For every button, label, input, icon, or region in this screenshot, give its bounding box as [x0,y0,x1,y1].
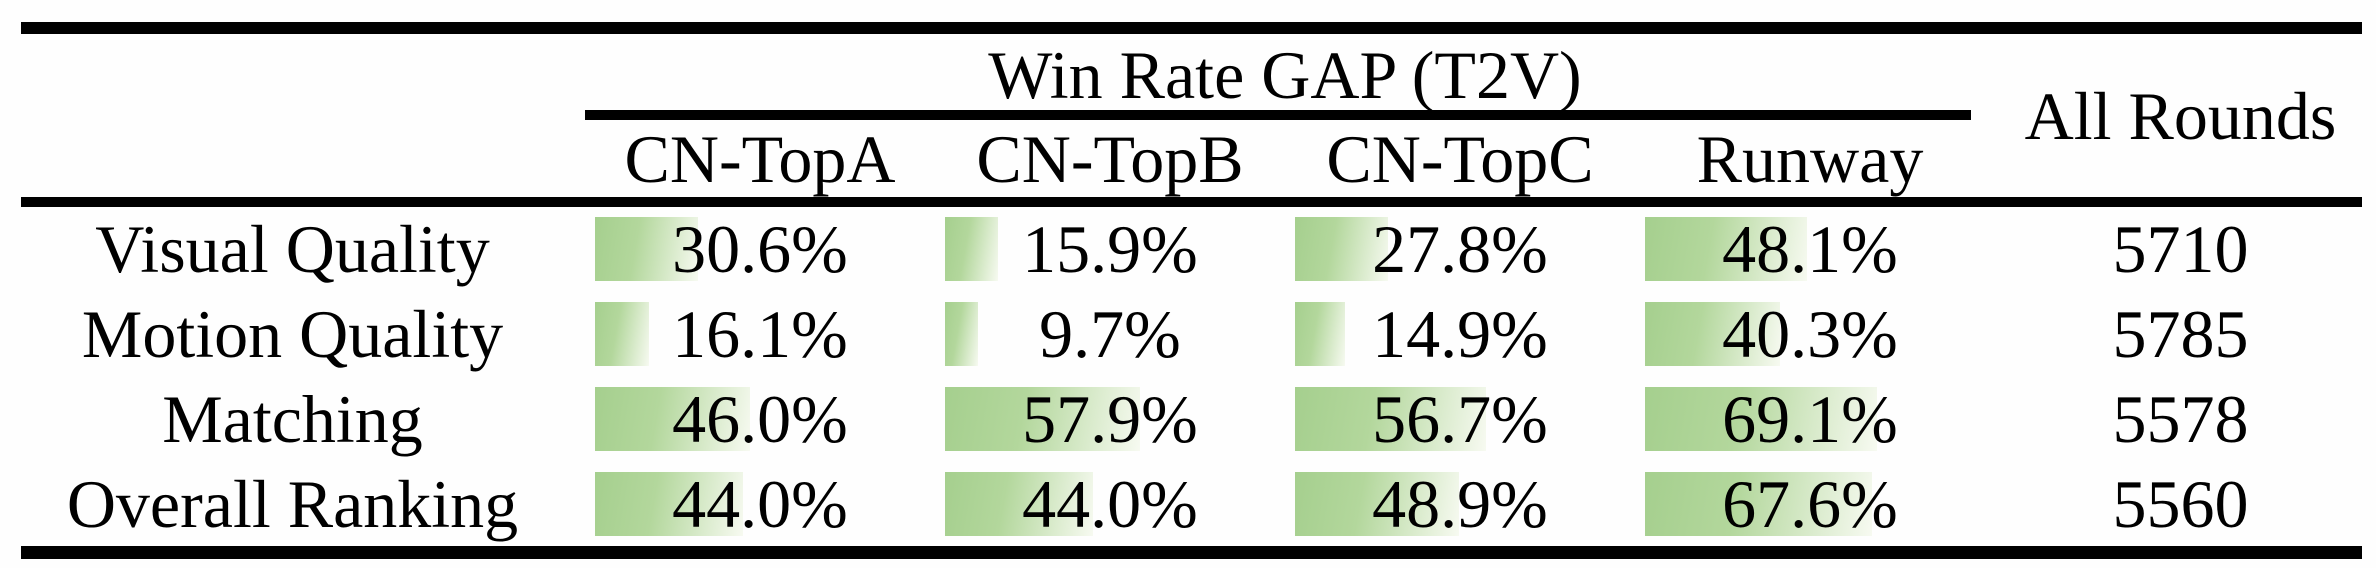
table-body: Visual Quality 30.6% 15.9% 27.8% 48.1% 5… [0,207,2376,546]
column-headers: CN-TopA CN-TopB CN-TopC Runway [585,120,1985,197]
win-rate-cell: 48.1% [1635,207,1985,292]
win-rate-value: 48.9% [1372,465,1548,542]
win-rate-bar [1645,471,1873,536]
win-rate-value: 14.9% [1372,296,1548,373]
win-rate-cell: 44.0% [585,461,935,546]
win-rate-bar [945,302,978,367]
all-rounds-value: 5710 [2112,211,2249,288]
all-rounds-value: 5785 [2112,296,2249,373]
win-rate-bar [945,217,999,282]
table-row: Overall Ranking 44.0% 44.0% 48.9% 67.6% … [0,461,2376,546]
win-rate-value: 30.6% [672,211,848,288]
win-rate-bar [595,386,750,451]
win-rate-value: 57.9% [1022,380,1198,457]
win-rate-cell: 67.6% [1635,461,1985,546]
column-header-all-rounds: All Rounds [2024,77,2337,154]
table-top-rule [21,22,2362,34]
all-rounds-value: 5578 [2112,380,2249,457]
win-rate-cell: 48.9% [1285,461,1635,546]
win-rate-value: 67.6% [1722,465,1898,542]
win-rate-bar [1295,302,1346,367]
win-rate-cell: 56.7% [1285,377,1635,462]
win-rate-value: 69.1% [1722,380,1898,457]
win-rate-bar [945,386,1140,451]
row-label: Visual Quality [95,211,490,288]
win-rate-bar [1295,471,1460,536]
win-rate-bar [595,471,743,536]
column-header-runway: Runway [1696,120,1924,197]
win-rate-cell: 30.6% [585,207,935,292]
header-label-spacer [0,34,585,197]
win-rate-bar [945,471,1093,536]
win-rate-value: 44.0% [672,465,848,542]
win-rate-cell: 14.9% [1285,292,1635,377]
win-rate-value: 9.7% [1039,296,1181,373]
table-row: Motion Quality 16.1% 9.7% 14.9% 40.3% 57… [0,292,2376,377]
table-row: Visual Quality 30.6% 15.9% 27.8% 48.1% 5… [0,207,2376,292]
win-rate-cell: 57.9% [935,377,1285,462]
win-rate-bar [1645,386,1878,451]
win-rate-cell: 44.0% [935,461,1285,546]
win-rate-cell: 9.7% [935,292,1285,377]
header-group: Win Rate GAP (T2V) CN-TopA CN-TopB CN-To… [585,34,1985,197]
win-rate-value: 27.8% [1372,211,1548,288]
win-rate-cell: 46.0% [585,377,935,462]
win-rate-cell: 69.1% [1635,377,1985,462]
column-header-cn-topb: CN-TopB [976,120,1244,197]
win-rate-value: 15.9% [1022,211,1198,288]
win-rate-value: 16.1% [672,296,848,373]
win-rate-value: 44.0% [1022,465,1198,542]
table-bottom-rule [21,546,2362,559]
win-rate-cell: 16.1% [585,292,935,377]
win-rate-cell: 40.3% [1635,292,1985,377]
all-rounds-value: 5560 [2112,465,2249,542]
win-rate-value: 46.0% [672,380,848,457]
win-rate-value: 48.1% [1722,211,1898,288]
table-row: Matching 46.0% 57.9% 56.7% 69.1% 5578 [0,377,2376,462]
win-rate-value: 56.7% [1372,380,1548,457]
win-rate-value: 40.3% [1722,296,1898,373]
table-header: Win Rate GAP (T2V) CN-TopA CN-TopB CN-To… [0,34,2376,197]
row-label: Motion Quality [81,296,504,373]
win-rate-bar [1645,302,1781,367]
column-header-cn-topa: CN-TopA [624,120,896,197]
win-rate-bar [1295,217,1389,282]
column-header-cn-topc: CN-TopC [1326,120,1594,197]
win-rate-cell: 27.8% [1285,207,1635,292]
row-label: Matching [162,380,423,457]
win-rate-bar [595,302,650,367]
win-rate-bar [1645,217,1807,282]
row-label: Overall Ranking [66,465,519,542]
win-rate-bar [1295,386,1486,451]
group-header-rule [585,110,1971,120]
win-rate-cell: 15.9% [935,207,1285,292]
table-mid-rule [21,197,2362,207]
win-rate-bar [595,217,698,282]
group-header-title: Win Rate GAP (T2V) [988,37,1582,113]
